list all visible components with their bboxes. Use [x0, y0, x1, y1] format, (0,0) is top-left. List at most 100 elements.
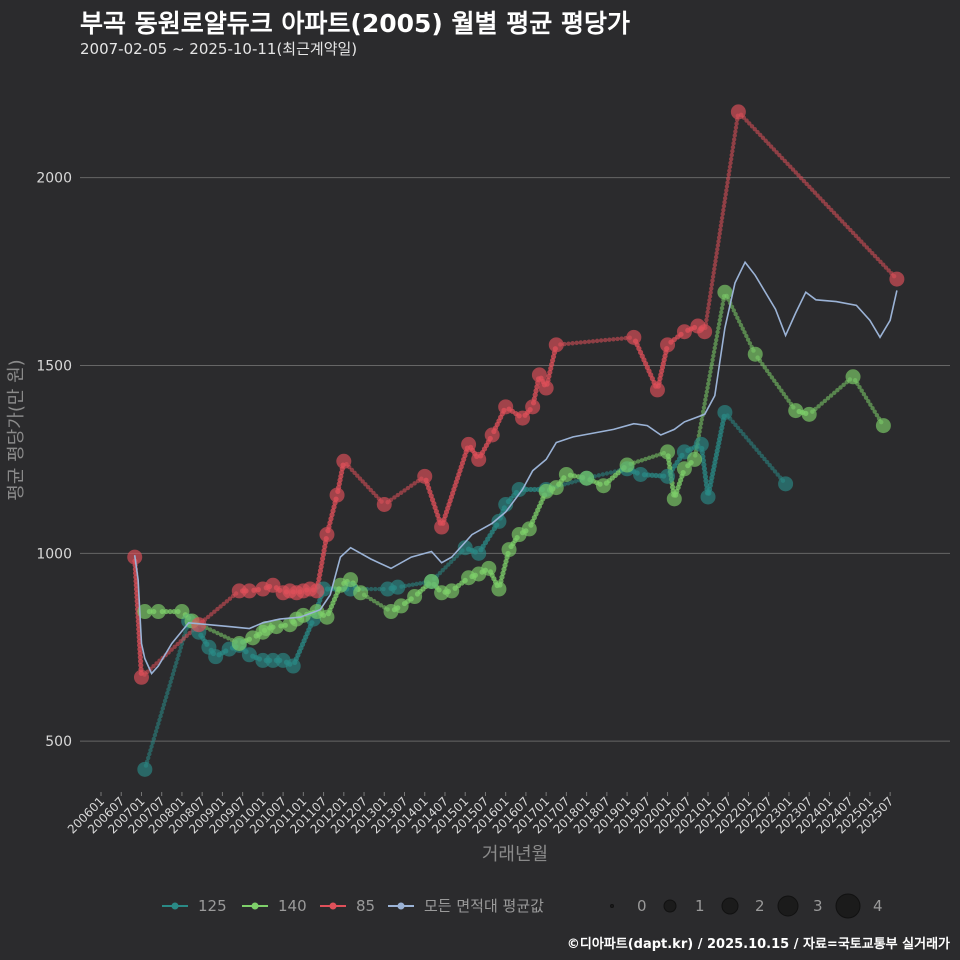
series-85-trail-dot: [317, 568, 324, 574]
series-125-marker: [717, 404, 733, 420]
series-85-trail-dot: [804, 181, 809, 187]
series-140-marker: [747, 346, 763, 362]
series-140-trail-dot: [822, 398, 828, 404]
series-125-trail-dot: [373, 586, 378, 592]
legend-size-label: 4: [873, 897, 883, 915]
series-85-marker: [548, 337, 564, 353]
series-85-trail-dot: [712, 266, 717, 272]
series-125-marker: [137, 761, 153, 777]
series-85-trail-dot: [850, 230, 856, 236]
series-140-marker: [717, 284, 733, 300]
series-85-trail-dot: [328, 516, 334, 522]
series-140-trail-dot: [503, 558, 509, 565]
series-140-trail-dot: [764, 368, 770, 374]
series-125-trail-dot: [174, 660, 179, 666]
series-140-trail-dot: [760, 361, 765, 367]
series-125-trail-dot: [531, 486, 538, 493]
series-85-trail-dot: [611, 337, 616, 342]
series-85-trail-dot: [154, 661, 159, 666]
series-85-trail-dot: [744, 118, 749, 123]
series-85-marker: [309, 583, 325, 599]
series-125-marker: [633, 466, 649, 482]
series-140-marker: [558, 466, 574, 482]
series-125-trail-dot: [176, 652, 181, 658]
series-85-trail-dot: [431, 501, 437, 507]
series-85-trail-dot: [711, 270, 716, 276]
series-140-trail-dot: [783, 395, 789, 400]
series-140-trail-dot: [666, 461, 672, 467]
series-85-trail-dot: [578, 340, 583, 345]
series-85-trail-dot: [709, 286, 714, 291]
series-85-trail-dot: [319, 560, 325, 566]
series-markers: [127, 104, 905, 777]
series-140-trail-dot: [866, 398, 871, 404]
legend-size-label: 2: [755, 897, 765, 915]
series-85-trail-dot: [704, 313, 710, 319]
series-125-trail-dot: [440, 568, 445, 573]
series-85-trail-dot: [834, 213, 839, 218]
series-140-marker: [521, 521, 537, 537]
series-125-trail-dot: [762, 456, 767, 462]
series-85-trail-dot: [707, 294, 713, 299]
series-140-trail-dot: [226, 636, 231, 641]
series-140-trail-dot: [711, 349, 717, 355]
series-85-trail-dot: [793, 170, 798, 175]
series-125-trail-dot: [410, 582, 415, 587]
series-140-marker: [660, 444, 676, 460]
series-140-marker: [579, 470, 595, 486]
series-85-trail-dot: [548, 365, 554, 372]
series-140-trail-dot: [167, 608, 173, 615]
series-85-trail-dot: [831, 210, 837, 216]
series-140-trail-dot: [702, 401, 707, 406]
series-140-trail-dot: [715, 329, 720, 335]
series-85-trail-dot: [224, 599, 230, 604]
series-85-trail-dot: [330, 508, 336, 514]
series-125-trail-dot: [149, 744, 154, 749]
series-140-marker: [319, 609, 335, 625]
series-140-marker: [423, 574, 439, 590]
series-85-trail-dot: [864, 245, 870, 250]
series-140-trail-dot: [738, 322, 744, 328]
series-85-marker: [417, 468, 433, 484]
series-140-marker: [666, 491, 682, 507]
series-85-trail-dot: [594, 338, 600, 344]
series-85-trail-dot: [723, 192, 728, 197]
series-140-trail-dot: [646, 455, 652, 461]
series-140-trail-dot: [740, 326, 745, 331]
series-85-trail-dot: [212, 609, 217, 614]
series-85-trail-dot: [409, 483, 414, 488]
series-85-trail-dot: [547, 369, 553, 375]
series-140-trail-dot: [717, 317, 723, 323]
series-85-trail-dot: [752, 127, 757, 132]
series-85-trail-dot: [151, 664, 156, 669]
series-85-trail-dot: [218, 604, 223, 609]
series-125-trail-dot: [746, 438, 751, 443]
series-125-trail-dot: [169, 675, 175, 681]
series-125-trail-dot: [653, 472, 659, 479]
series-85-marker: [649, 382, 665, 398]
series-85-trail-dot: [724, 188, 729, 193]
series-85-trail-dot: [349, 467, 355, 473]
series-125-marker: [676, 444, 692, 460]
series-85-trail-dot: [886, 268, 891, 273]
series-140-trail-dot: [698, 425, 703, 430]
series-125-trail-dot: [418, 581, 423, 586]
series-85-trail-dot: [322, 544, 328, 550]
series-140-marker: [501, 542, 517, 558]
series-85-marker: [498, 399, 514, 415]
series-125-trail-dot: [770, 466, 775, 471]
series-85-trail-dot: [392, 495, 397, 500]
series-140-trail-dot: [703, 393, 709, 398]
series-140-marker: [231, 635, 247, 651]
series-140-trail-dot: [670, 484, 676, 490]
series-85-trail-dot: [709, 282, 715, 287]
series-85-marker: [265, 577, 281, 593]
series-85-trail-dot: [395, 492, 400, 498]
series-140-marker: [687, 451, 703, 467]
series-140-trail-dot: [705, 385, 710, 390]
series-140-trail-dot: [772, 378, 777, 383]
series-125-trail-dot: [702, 470, 708, 476]
series-85-trail-dot: [398, 490, 404, 495]
series-140-trail-dot: [714, 333, 720, 339]
series-140-trail-dot: [857, 385, 862, 390]
